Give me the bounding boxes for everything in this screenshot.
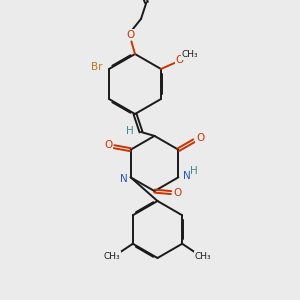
- Text: O: O: [196, 133, 204, 143]
- Text: CH₃: CH₃: [182, 50, 198, 59]
- Text: H: H: [126, 126, 134, 136]
- Text: H: H: [190, 166, 198, 176]
- Text: CH₃: CH₃: [195, 252, 211, 261]
- Text: CH₃: CH₃: [103, 252, 120, 261]
- Text: O: O: [173, 188, 181, 198]
- Text: N: N: [183, 171, 191, 181]
- Text: O: O: [176, 55, 184, 65]
- Text: O: O: [126, 30, 135, 40]
- Text: N: N: [120, 174, 128, 184]
- Text: O: O: [104, 140, 112, 150]
- Text: Br: Br: [91, 62, 102, 73]
